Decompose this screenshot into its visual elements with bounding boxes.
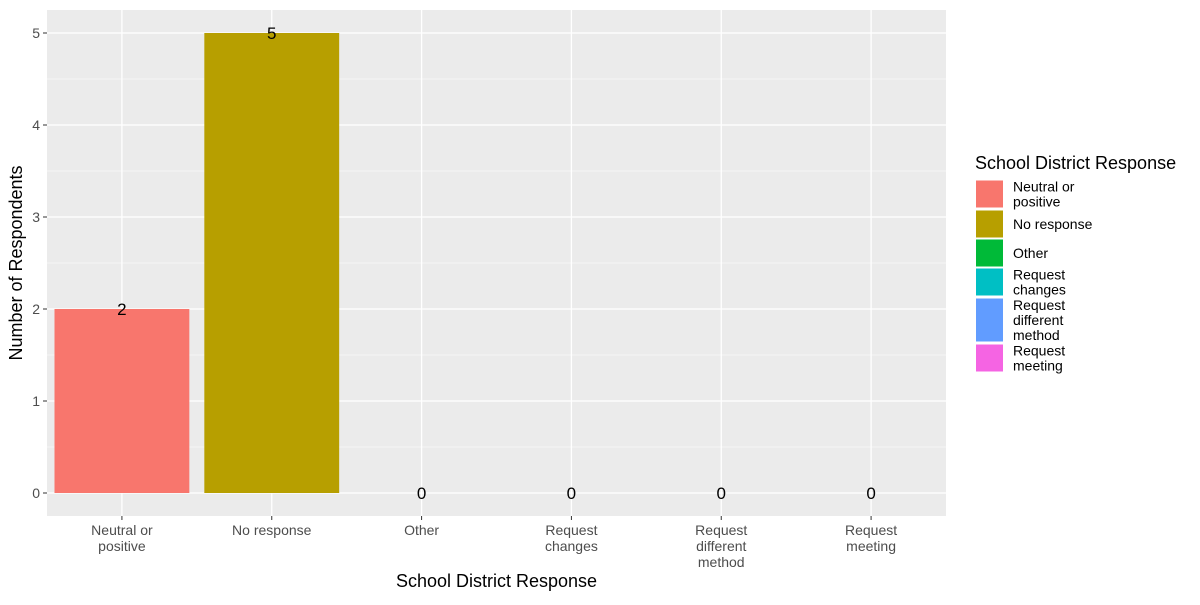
legend-key bbox=[976, 298, 1003, 342]
y-tick-label: 0 bbox=[32, 485, 40, 501]
data-label: 0 bbox=[417, 484, 426, 503]
legend-item: Request different method bbox=[976, 297, 1065, 343]
legend-label: Request changes bbox=[1013, 267, 1066, 298]
x-tick-label: Request different method bbox=[695, 522, 747, 570]
bar-1 bbox=[204, 33, 340, 493]
data-label: 5 bbox=[267, 24, 276, 43]
y-tick-label: 2 bbox=[32, 301, 40, 317]
legend-key bbox=[976, 239, 1003, 267]
legend-key bbox=[976, 210, 1003, 238]
legend-item: Other bbox=[976, 239, 1048, 267]
data-label: 0 bbox=[717, 484, 726, 503]
legend-label: No response bbox=[1013, 216, 1093, 232]
legend-label: Neutral or positive bbox=[1013, 179, 1075, 210]
legend-item: Request changes bbox=[976, 267, 1066, 298]
legend-key bbox=[976, 180, 1003, 208]
x-tick-label: Request meeting bbox=[845, 522, 897, 554]
y-tick-label: 5 bbox=[32, 25, 40, 41]
legend-key bbox=[976, 268, 1003, 296]
legend-item: No response bbox=[976, 210, 1093, 238]
x-tick-label: Other bbox=[404, 522, 439, 538]
legend-label: Request meeting bbox=[1013, 343, 1065, 374]
x-tick-label: Request changes bbox=[545, 522, 598, 554]
legend-label: Request different method bbox=[1013, 297, 1065, 343]
data-label: 2 bbox=[117, 300, 126, 319]
x-axis-title: School District Response bbox=[396, 571, 597, 591]
y-tick-label: 4 bbox=[32, 117, 40, 133]
y-tick-label: 3 bbox=[32, 209, 40, 225]
x-tick-label: No response bbox=[232, 522, 312, 538]
data-label: 0 bbox=[866, 484, 875, 503]
x-tick-label: Neutral or positive bbox=[91, 522, 153, 554]
y-axis-title: Number of Respondents bbox=[6, 165, 26, 360]
bar-0 bbox=[54, 309, 190, 493]
legend-title: School District Response bbox=[975, 153, 1176, 173]
legend-key bbox=[976, 344, 1003, 372]
legend-label: Other bbox=[1013, 245, 1048, 261]
legend-item: Neutral or positive bbox=[976, 179, 1075, 210]
legend-item: Request meeting bbox=[976, 343, 1065, 374]
data-label: 0 bbox=[567, 484, 576, 503]
y-tick-label: 1 bbox=[32, 393, 40, 409]
legend: School District Response Neutral or positi… bbox=[975, 153, 1176, 374]
